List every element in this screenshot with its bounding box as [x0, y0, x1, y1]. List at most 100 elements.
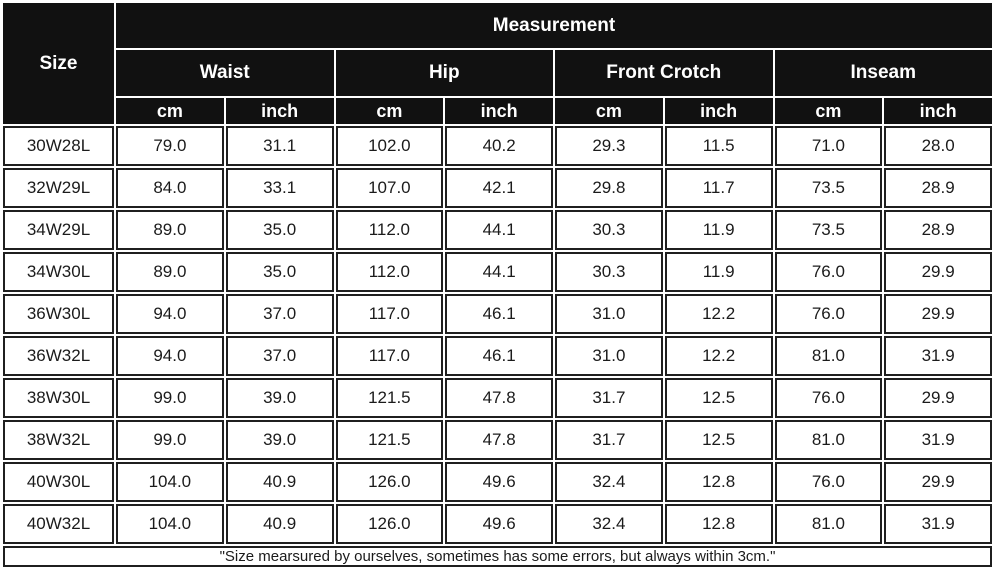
size-chart-table: Size Measurement Waist Hip Front Crotch …	[1, 1, 994, 569]
value-cell: 94.0	[116, 336, 224, 376]
value-cell: 31.9	[884, 336, 992, 376]
value-cell: 40.9	[225, 504, 334, 544]
size-cell: 38W32L	[3, 420, 114, 460]
size-cell: 30W28L	[3, 126, 114, 166]
unit-header-inseam-inch: inch	[884, 98, 992, 124]
value-cell: 29.3	[555, 126, 663, 166]
value-cell: 31.7	[555, 420, 663, 460]
value-cell: 49.6	[445, 504, 553, 544]
value-cell: 31.0	[555, 294, 663, 334]
unit-header-front-crotch-inch: inch	[664, 98, 773, 124]
unit-header-waist-inch: inch	[225, 98, 334, 124]
value-cell: 29.9	[884, 462, 992, 502]
value-cell: 112.0	[335, 210, 444, 250]
value-cell: 47.8	[445, 378, 553, 418]
table-row: 36W30L 94.0 37.0 117.0 46.1 31.0 12.2 76.0 29.9	[3, 294, 992, 334]
table-body: 30W28L 79.0 31.1 102.0 40.2 29.3 11.5 71.0 28.0 3…	[3, 126, 992, 544]
value-cell: 30.3	[555, 252, 663, 292]
value-cell: 112.0	[335, 252, 444, 292]
size-cell: 36W30L	[3, 294, 114, 334]
table-row: 40W32L 104.0 40.9 126.0 49.6 32.4 12.8 81.0 31.9	[3, 504, 992, 544]
group-header-hip: Hip	[335, 50, 553, 96]
unit-header-hip-cm: cm	[335, 98, 444, 124]
value-cell: 29.9	[884, 294, 992, 334]
value-cell: 46.1	[445, 336, 553, 376]
value-cell: 31.9	[884, 504, 992, 544]
value-cell: 89.0	[116, 210, 224, 250]
value-cell: 39.0	[225, 420, 334, 460]
value-cell: 46.1	[445, 294, 553, 334]
value-cell: 121.5	[335, 420, 444, 460]
value-cell: 44.1	[445, 252, 553, 292]
value-cell: 12.2	[664, 336, 773, 376]
value-cell: 99.0	[116, 378, 224, 418]
value-cell: 73.5	[774, 210, 883, 250]
value-cell: 73.5	[774, 168, 883, 208]
unit-header-row: cm inch cm inch cm inch cm inch	[3, 98, 992, 124]
value-cell: 126.0	[335, 462, 444, 502]
value-cell: 76.0	[774, 462, 883, 502]
value-cell: 12.2	[664, 294, 773, 334]
value-cell: 40.9	[225, 462, 334, 502]
value-cell: 35.0	[225, 210, 334, 250]
value-cell: 30.3	[555, 210, 663, 250]
value-cell: 102.0	[335, 126, 444, 166]
value-cell: 31.7	[555, 378, 663, 418]
value-cell: 29.9	[884, 252, 992, 292]
value-cell: 11.9	[664, 252, 773, 292]
value-cell: 31.0	[555, 336, 663, 376]
value-cell: 81.0	[774, 504, 883, 544]
size-column-header: Size	[3, 3, 114, 124]
group-header-front-crotch: Front Crotch	[555, 50, 773, 96]
size-cell: 34W30L	[3, 252, 114, 292]
value-cell: 117.0	[335, 336, 444, 376]
footnote: "Size mearsured by ourselves, sometimes …	[3, 546, 992, 567]
value-cell: 104.0	[116, 462, 224, 502]
table-row: 40W30L 104.0 40.9 126.0 49.6 32.4 12.8 76.0 29.9	[3, 462, 992, 502]
size-cell: 36W32L	[3, 336, 114, 376]
value-cell: 40.2	[445, 126, 553, 166]
value-cell: 99.0	[116, 420, 224, 460]
table-row: 38W30L 99.0 39.0 121.5 47.8 31.7 12.5 76.0 29.9	[3, 378, 992, 418]
value-cell: 28.0	[884, 126, 992, 166]
value-cell: 107.0	[335, 168, 444, 208]
value-cell: 35.0	[225, 252, 334, 292]
group-header-row: Waist Hip Front Crotch Inseam	[3, 50, 992, 96]
value-cell: 11.7	[664, 168, 773, 208]
value-cell: 11.9	[664, 210, 773, 250]
unit-header-inseam-cm: cm	[774, 98, 883, 124]
value-cell: 31.9	[884, 420, 992, 460]
size-cell: 38W30L	[3, 378, 114, 418]
value-cell: 39.0	[225, 378, 334, 418]
value-cell: 29.9	[884, 378, 992, 418]
value-cell: 126.0	[335, 504, 444, 544]
value-cell: 12.5	[664, 378, 773, 418]
value-cell: 11.5	[664, 126, 773, 166]
table-row: 32W29L 84.0 33.1 107.0 42.1 29.8 11.7 73.5 28.9	[3, 168, 992, 208]
measurement-header: Measurement	[116, 3, 992, 48]
value-cell: 31.1	[225, 126, 334, 166]
value-cell: 44.1	[445, 210, 553, 250]
value-cell: 12.8	[664, 462, 773, 502]
value-cell: 121.5	[335, 378, 444, 418]
value-cell: 76.0	[774, 294, 883, 334]
footnote-row: "Size mearsured by ourselves, sometimes …	[3, 546, 992, 567]
value-cell: 49.6	[445, 462, 553, 502]
table-row: 36W32L 94.0 37.0 117.0 46.1 31.0 12.2 81.0 31.9	[3, 336, 992, 376]
unit-header-front-crotch-cm: cm	[555, 98, 663, 124]
value-cell: 79.0	[116, 126, 224, 166]
size-cell: 40W30L	[3, 462, 114, 502]
unit-header-hip-inch: inch	[445, 98, 553, 124]
value-cell: 28.9	[884, 210, 992, 250]
value-cell: 37.0	[225, 294, 334, 334]
value-cell: 42.1	[445, 168, 553, 208]
table-row: 30W28L 79.0 31.1 102.0 40.2 29.3 11.5 71.0 28.0	[3, 126, 992, 166]
value-cell: 94.0	[116, 294, 224, 334]
group-header-inseam: Inseam	[774, 50, 992, 96]
value-cell: 12.5	[664, 420, 773, 460]
measurement-header-row: Size Measurement	[3, 3, 992, 124]
group-header-waist: Waist	[116, 50, 334, 96]
table-row: 34W30L 89.0 35.0 112.0 44.1 30.3 11.9 76.0 29.9	[3, 252, 992, 292]
value-cell: 89.0	[116, 252, 224, 292]
